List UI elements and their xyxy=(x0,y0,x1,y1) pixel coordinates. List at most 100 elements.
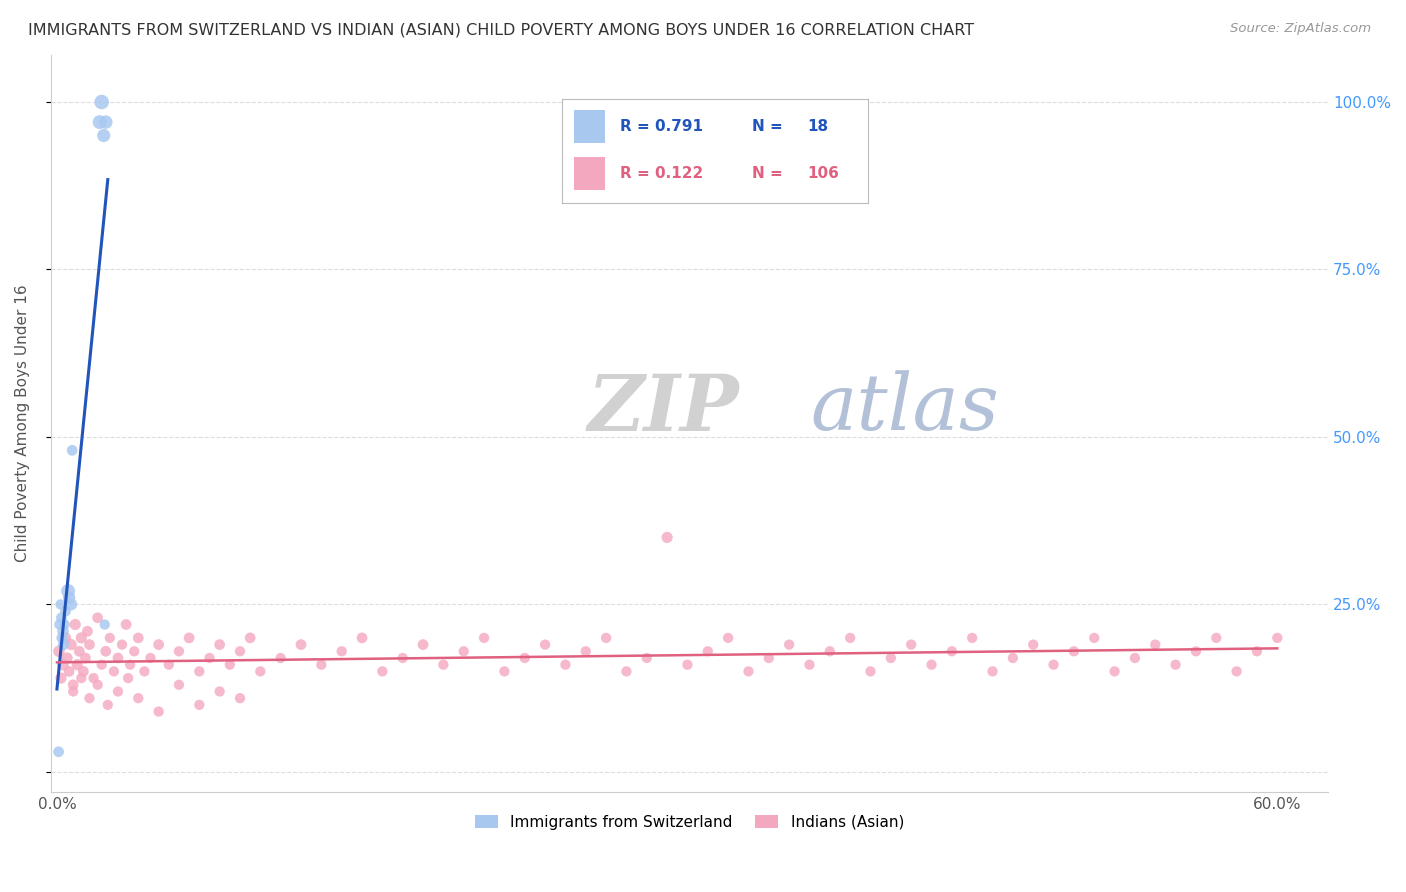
Point xyxy=(676,657,699,672)
Point xyxy=(575,644,598,658)
Point xyxy=(311,657,333,672)
Point xyxy=(157,657,180,672)
Point xyxy=(239,631,262,645)
Point xyxy=(960,631,983,645)
Point xyxy=(1265,631,1288,645)
Point xyxy=(941,644,963,658)
Point xyxy=(432,657,454,672)
Point xyxy=(56,584,79,599)
Point xyxy=(49,671,72,685)
Point xyxy=(330,644,353,658)
Point xyxy=(79,691,101,706)
Point xyxy=(453,644,475,658)
Point xyxy=(778,638,800,652)
Point xyxy=(1083,631,1105,645)
Point xyxy=(218,657,240,672)
Point xyxy=(75,651,97,665)
Point xyxy=(167,644,190,658)
Point xyxy=(818,644,841,658)
Point xyxy=(696,644,718,658)
Point xyxy=(1042,657,1064,672)
Point xyxy=(62,684,84,698)
Point xyxy=(1246,644,1268,658)
Point xyxy=(198,651,221,665)
Point xyxy=(90,95,112,109)
Point xyxy=(60,638,83,652)
Point xyxy=(58,591,80,605)
Point xyxy=(188,665,211,679)
Point xyxy=(179,631,201,645)
Point xyxy=(66,657,89,672)
Point xyxy=(921,657,943,672)
Point xyxy=(60,598,83,612)
Point xyxy=(1164,657,1187,672)
Point xyxy=(1144,638,1167,652)
Point xyxy=(494,665,516,679)
Point xyxy=(981,665,1004,679)
Point xyxy=(139,651,162,665)
Point xyxy=(51,631,73,645)
Point xyxy=(1205,631,1227,645)
Point xyxy=(122,644,145,658)
Point xyxy=(513,651,536,665)
Text: atlas: atlas xyxy=(811,371,1000,447)
Point xyxy=(62,678,84,692)
Point xyxy=(1001,651,1024,665)
Point xyxy=(290,638,312,652)
Point xyxy=(208,684,231,698)
Point xyxy=(1123,651,1146,665)
Point xyxy=(134,665,156,679)
Point xyxy=(472,631,495,645)
Point xyxy=(737,665,759,679)
Point xyxy=(86,678,108,692)
Point xyxy=(94,644,117,658)
Point xyxy=(76,624,98,639)
Point xyxy=(111,638,134,652)
Text: IMMIGRANTS FROM SWITZERLAND VS INDIAN (ASIAN) CHILD POVERTY AMONG BOYS UNDER 16 : IMMIGRANTS FROM SWITZERLAND VS INDIAN (A… xyxy=(28,22,974,37)
Point xyxy=(229,644,252,658)
Point xyxy=(89,115,111,129)
Text: Source: ZipAtlas.com: Source: ZipAtlas.com xyxy=(1230,22,1371,36)
Point xyxy=(55,604,77,618)
Point xyxy=(167,678,190,692)
Point xyxy=(70,631,93,645)
Point xyxy=(412,638,434,652)
Point xyxy=(799,657,821,672)
Point xyxy=(391,651,413,665)
Point xyxy=(859,665,882,679)
Point xyxy=(53,631,76,645)
Point xyxy=(595,631,617,645)
Point xyxy=(51,611,73,625)
Point xyxy=(56,651,79,665)
Point xyxy=(1185,644,1208,658)
Point xyxy=(107,684,129,698)
Point xyxy=(97,698,120,712)
Point xyxy=(148,705,170,719)
Point xyxy=(48,644,70,658)
Point xyxy=(60,443,83,458)
Point xyxy=(554,657,576,672)
Y-axis label: Child Poverty Among Boys Under 16: Child Poverty Among Boys Under 16 xyxy=(15,285,30,562)
Point xyxy=(83,671,105,685)
Point xyxy=(52,638,75,652)
Point xyxy=(90,657,112,672)
Point xyxy=(249,665,271,679)
Point xyxy=(758,651,780,665)
Point xyxy=(48,617,70,632)
Point xyxy=(70,671,93,685)
Point xyxy=(52,657,75,672)
Point xyxy=(120,657,142,672)
Point xyxy=(127,691,149,706)
Point xyxy=(350,631,373,645)
Point xyxy=(79,638,101,652)
Point xyxy=(103,665,125,679)
Point xyxy=(93,128,115,143)
Legend: Immigrants from Switzerland, Indians (Asian): Immigrants from Switzerland, Indians (As… xyxy=(470,809,910,836)
Text: ZIP: ZIP xyxy=(588,370,740,447)
Point xyxy=(49,598,72,612)
Point xyxy=(839,631,862,645)
Point xyxy=(94,115,117,129)
Point xyxy=(270,651,292,665)
Point xyxy=(65,617,87,632)
Point xyxy=(72,665,94,679)
